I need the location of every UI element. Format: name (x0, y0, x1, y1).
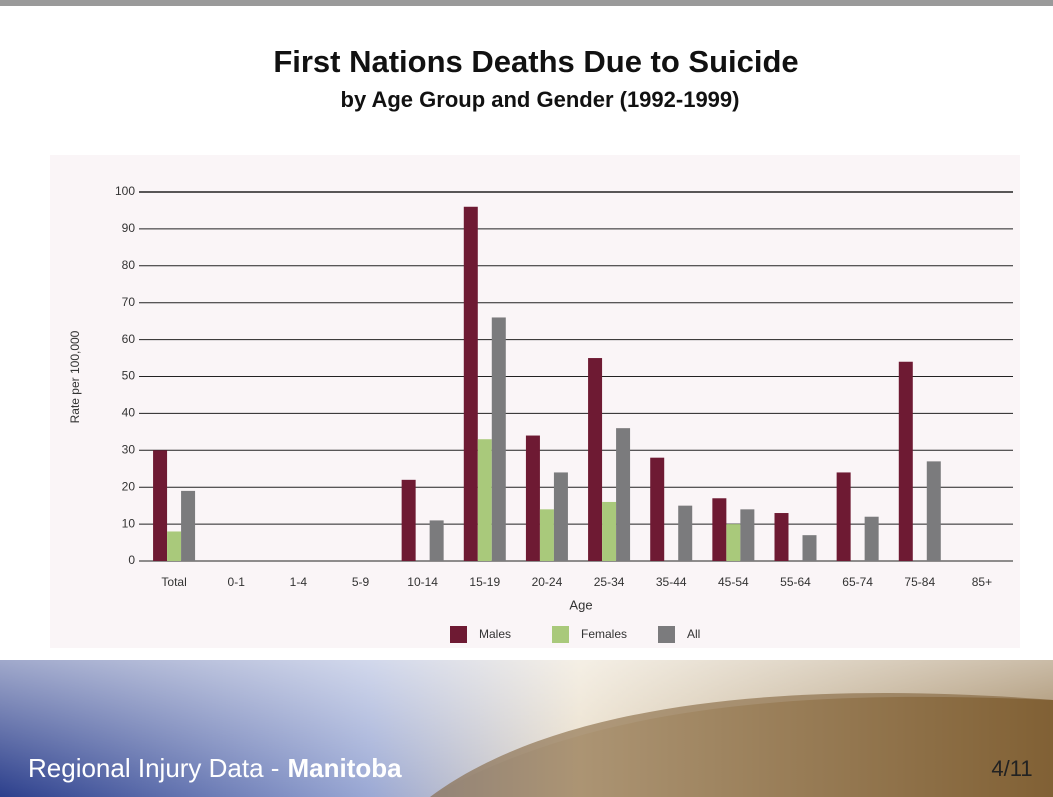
x-tick-label: 1-4 (290, 575, 308, 589)
chart-area (50, 155, 1020, 648)
y-tick-label: 0 (128, 553, 135, 567)
footer-label: Regional Injury Data - (28, 753, 279, 783)
bar (525, 435, 540, 561)
y-tick-label: 80 (122, 258, 136, 272)
y-axis-label: Rate per 100,000 (68, 330, 82, 423)
bar (774, 513, 789, 561)
bar (650, 457, 665, 561)
bar (181, 490, 196, 561)
legend-label: Males (479, 627, 511, 641)
bar (602, 501, 617, 561)
y-tick-label: 20 (122, 479, 136, 493)
bar (898, 361, 913, 561)
y-tick-label: 70 (122, 295, 136, 309)
legend-swatch (658, 626, 675, 643)
y-tick-label: 60 (122, 332, 136, 346)
bar (401, 479, 416, 561)
top-border (0, 0, 1053, 6)
chart-title: First Nations Deaths Due to Suicide (273, 44, 798, 79)
x-tick-label: 65-74 (842, 575, 873, 589)
bar (491, 317, 506, 561)
legend-swatch (552, 626, 569, 643)
bar (429, 520, 444, 561)
legend-swatch (450, 626, 467, 643)
chart-subtitle: by Age Group and Gender (1992-1999) (341, 87, 740, 112)
x-tick-label: 45-54 (718, 575, 749, 589)
bar (726, 524, 741, 561)
footer-region: Manitoba (287, 753, 402, 783)
x-tick-label: 25-34 (594, 575, 625, 589)
legend-label: Females (581, 627, 627, 641)
legend-label: All (687, 627, 700, 641)
y-tick-label: 10 (122, 516, 136, 530)
y-tick-label: 40 (122, 406, 136, 420)
bar (553, 472, 568, 561)
footer-swoosh (430, 692, 1053, 797)
bar (678, 505, 693, 561)
bar (616, 428, 631, 561)
bar (836, 472, 851, 561)
x-tick-label: 20-24 (532, 575, 563, 589)
bar (539, 509, 554, 561)
y-tick-label: 50 (122, 369, 136, 383)
bar (802, 535, 817, 561)
x-tick-label: 85+ (972, 575, 992, 589)
x-tick-label: 0-1 (228, 575, 246, 589)
x-tick-label: 5-9 (352, 575, 370, 589)
y-tick-label: 30 (122, 442, 136, 456)
y-tick-label: 90 (122, 221, 136, 235)
x-tick-label: 75-84 (904, 575, 935, 589)
x-tick-label: 35-44 (656, 575, 687, 589)
bar (463, 206, 478, 561)
bar (740, 509, 755, 561)
x-tick-label: Total (161, 575, 186, 589)
x-tick-label: 15-19 (469, 575, 500, 589)
bar (864, 516, 879, 561)
bar (167, 531, 182, 561)
bar (712, 498, 727, 561)
bar (153, 450, 168, 561)
bar (588, 358, 603, 561)
bar (926, 461, 941, 561)
bar (477, 439, 492, 561)
x-tick-label: 55-64 (780, 575, 811, 589)
x-tick-label: 10-14 (407, 575, 438, 589)
y-tick-label: 100 (115, 184, 135, 198)
x-axis-label: Age (569, 597, 592, 612)
footer-swoosh (0, 660, 1053, 797)
footer-text: Regional Injury Data - Manitoba (28, 753, 402, 783)
page-number: 4/11 (991, 756, 1032, 781)
